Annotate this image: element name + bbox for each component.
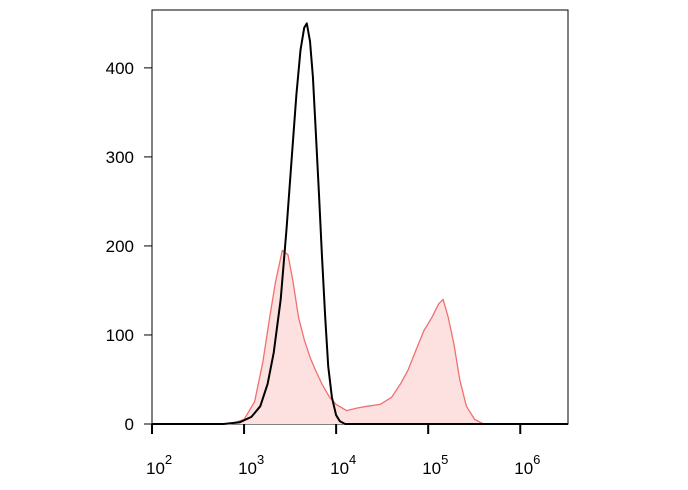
y-tick-label: 300 bbox=[106, 148, 134, 167]
x-tick-label: 103 bbox=[238, 452, 264, 478]
x-tick-label: 102 bbox=[146, 452, 172, 478]
x-tick-label: 105 bbox=[422, 452, 448, 478]
y-tick-label: 200 bbox=[106, 237, 134, 256]
y-tick-label: 400 bbox=[106, 59, 134, 78]
x-tick-base: 10 bbox=[330, 459, 349, 478]
line bbox=[152, 22, 568, 425]
x-tick-label: 104 bbox=[330, 452, 356, 478]
y-tick-label: 100 bbox=[106, 326, 134, 345]
x-tick-base: 10 bbox=[238, 459, 257, 478]
x-tick-exponent: 5 bbox=[441, 452, 448, 467]
area bbox=[229, 250, 569, 424]
x-tick-exponent: 3 bbox=[257, 452, 264, 467]
x-tick-base: 10 bbox=[514, 459, 533, 478]
x-tick-base: 10 bbox=[146, 459, 165, 478]
x-tick-exponent: 4 bbox=[349, 452, 356, 467]
plot-frame bbox=[151, 9, 569, 425]
y-tick-label: 0 bbox=[125, 415, 134, 434]
line bbox=[229, 249, 568, 425]
x-tick-base: 10 bbox=[422, 459, 441, 478]
x-tick-exponent: 6 bbox=[533, 452, 540, 467]
x-tick-exponent: 2 bbox=[165, 452, 172, 467]
x-tick-label: 106 bbox=[514, 452, 540, 478]
